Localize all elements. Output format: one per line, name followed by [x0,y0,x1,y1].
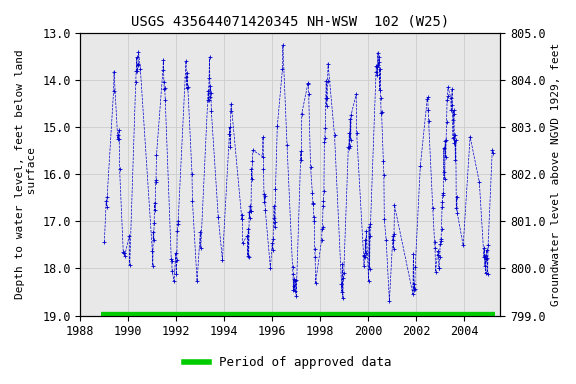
Title: USGS 435644071420345 NH-WSW  102 (W25): USGS 435644071420345 NH-WSW 102 (W25) [131,15,449,29]
Legend: Period of approved data: Period of approved data [179,351,397,374]
Y-axis label: Groundwater level above NGVD 1929, feet: Groundwater level above NGVD 1929, feet [551,43,561,306]
Y-axis label: Depth to water level, feet below land
 surface: Depth to water level, feet below land su… [15,50,37,299]
